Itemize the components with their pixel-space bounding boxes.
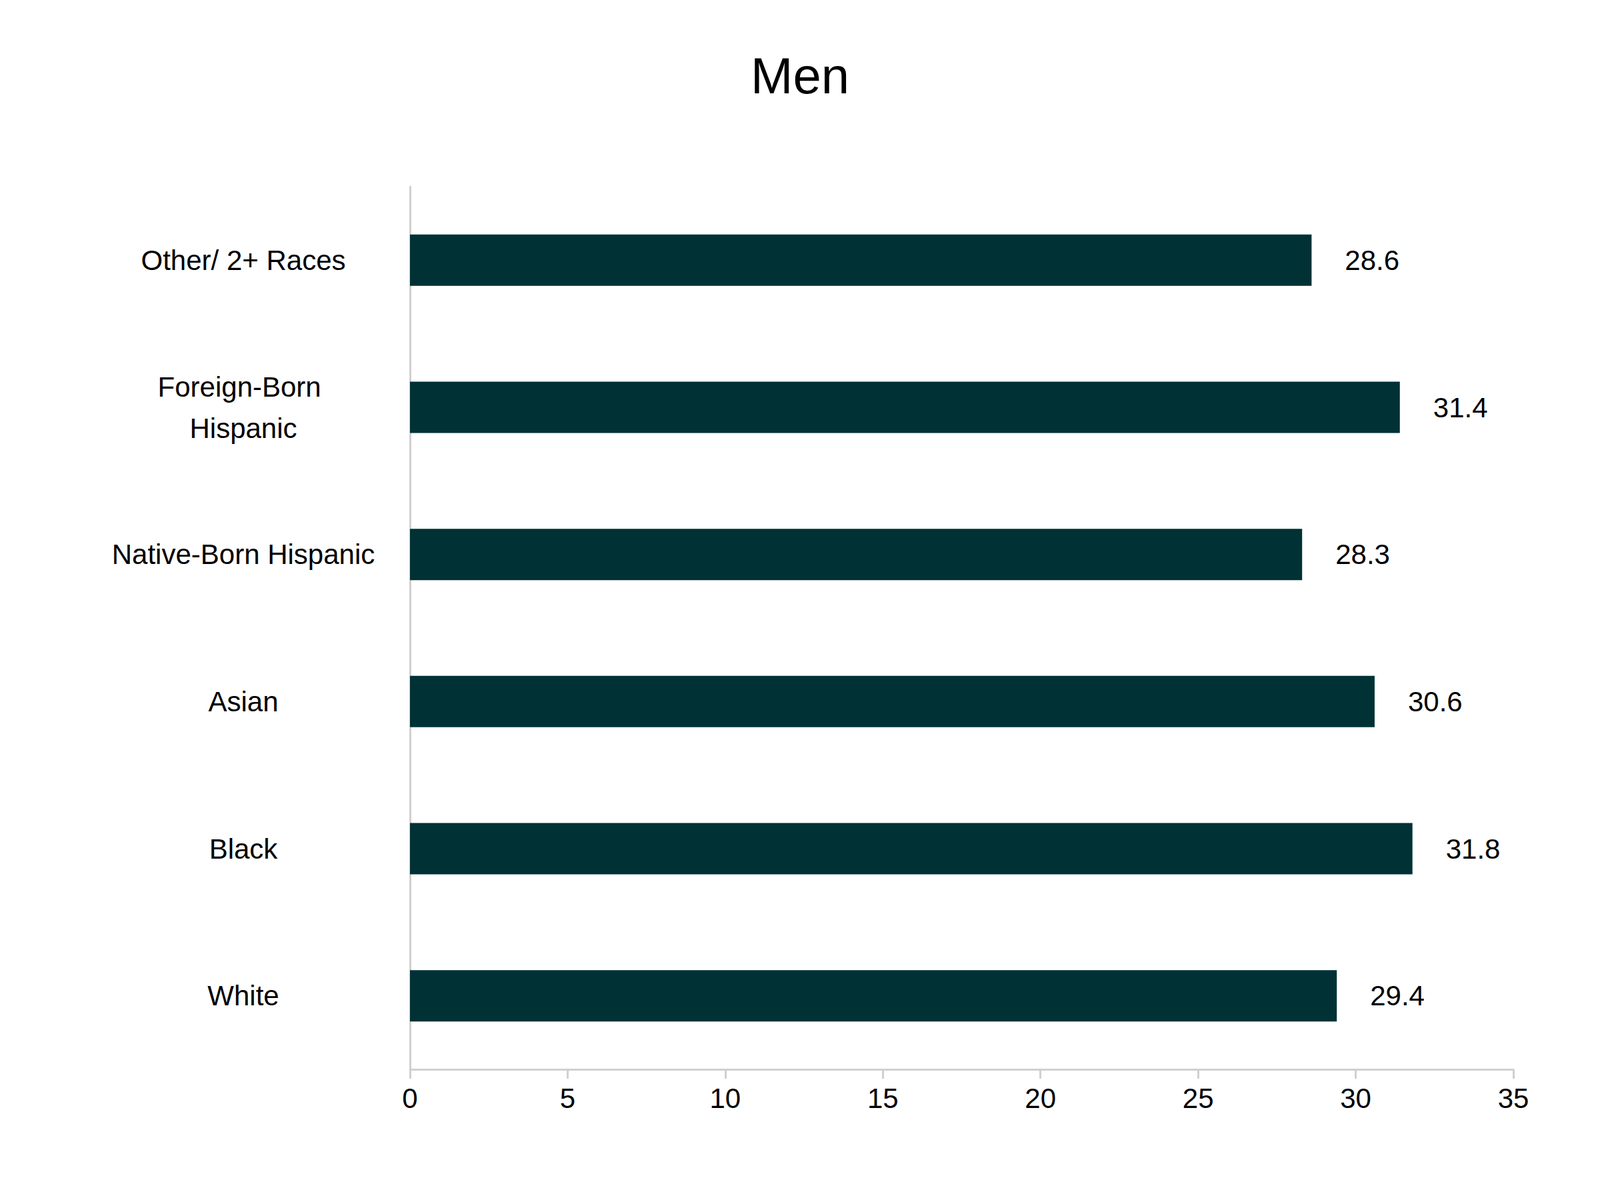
- svg-text:28.6: 28.6: [1344, 244, 1400, 276]
- svg-text:29.4: 29.4: [1370, 980, 1425, 1012]
- svg-text:Men: Men: [750, 47, 850, 104]
- svg-text:20: 20: [1024, 1082, 1056, 1114]
- svg-text:Black: Black: [209, 833, 279, 865]
- svg-text:White: White: [207, 980, 279, 1012]
- svg-text:0: 0: [402, 1082, 418, 1114]
- svg-text:28.3: 28.3: [1335, 538, 1390, 570]
- svg-text:35: 35: [1498, 1082, 1530, 1114]
- svg-text:30.6: 30.6: [1408, 686, 1463, 718]
- svg-text:Native-Born Hispanic: Native-Born Hispanic: [112, 538, 376, 570]
- svg-text:5: 5: [560, 1082, 576, 1114]
- svg-text:31.4: 31.4: [1433, 392, 1488, 424]
- svg-text:Other/ 2+ Races: Other/ 2+ Races: [141, 244, 346, 276]
- svg-text:Asian: Asian: [208, 686, 278, 718]
- svg-text:15: 15: [867, 1082, 899, 1114]
- svg-text:10: 10: [709, 1082, 741, 1114]
- svg-text:25: 25: [1182, 1082, 1214, 1114]
- svg-text:Foreign-Born: Foreign-Born: [158, 371, 330, 403]
- svg-text:31.8: 31.8: [1446, 833, 1501, 865]
- svg-text:30: 30: [1340, 1082, 1372, 1114]
- svg-text:Hispanic: Hispanic: [189, 412, 297, 444]
